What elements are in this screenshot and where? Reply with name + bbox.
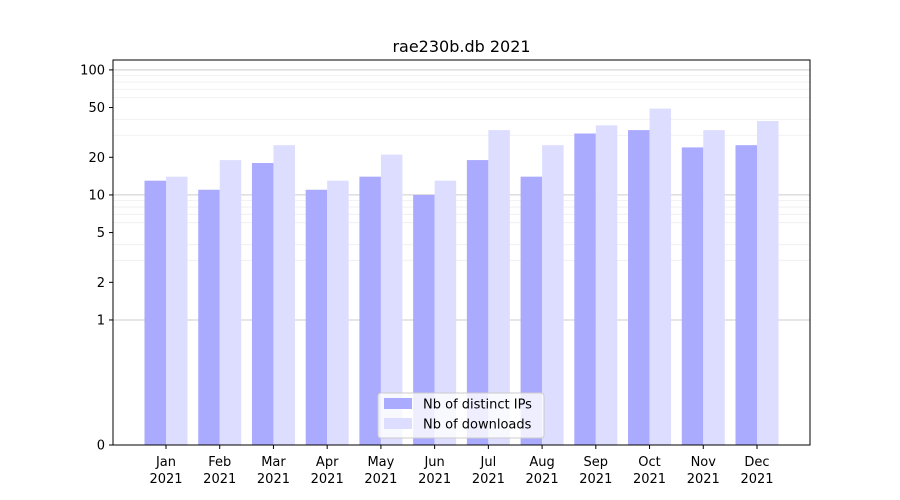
x-tick-label-year: 2021 [687, 472, 720, 487]
bar-distinct-ips [628, 130, 650, 445]
bar-downloads [703, 130, 725, 445]
x-tick-label: Feb [208, 455, 231, 470]
bar-distinct-ips [574, 133, 596, 445]
bar-downloads [166, 176, 188, 445]
legend: Nb of distinct IPs Nb of downloads [377, 392, 545, 439]
bar-downloads [757, 121, 779, 446]
x-tick-label-year: 2021 [633, 472, 666, 487]
bars [144, 108, 779, 446]
y-tick-label: 2 [97, 276, 105, 291]
legend-swatch [384, 418, 412, 429]
axis-ticks: 0 1 2 5 10 20 50 100 Jan 2021 Feb 2021 Mar 2021 Apr 202… [80, 63, 773, 487]
bar-distinct-ips [251, 163, 274, 445]
bar-distinct-ips [198, 189, 220, 445]
bar-distinct-ips [359, 176, 381, 445]
x-tick-label-year: 2021 [472, 472, 505, 487]
bar-distinct-ips [735, 145, 757, 445]
bar-downloads [595, 125, 618, 445]
bar-distinct-ips [466, 160, 489, 445]
x-tick-label: Jan [155, 455, 176, 470]
bar-downloads [219, 160, 242, 445]
x-tick-label-year: 2021 [526, 472, 559, 487]
x-tick-label: Nov [691, 455, 717, 470]
x-tick-label-year: 2021 [311, 472, 344, 487]
bar-distinct-ips [305, 189, 328, 445]
plot-frame [112, 59, 811, 446]
x-tick-label: Apr [316, 455, 339, 470]
legend-label: Nb of distinct IPs [423, 398, 532, 413]
bar-distinct-ips [681, 147, 704, 446]
bar-downloads [542, 145, 564, 445]
y-tick-label: 50 [88, 101, 105, 116]
bar-downloads [488, 130, 510, 445]
bar-downloads [434, 180, 457, 445]
x-tick-label: Jul [480, 455, 497, 470]
x-tick-label-year: 2021 [579, 472, 612, 487]
bar-distinct-ips [413, 194, 435, 445]
y-tick-label: 100 [80, 63, 105, 78]
x-tick-label-year: 2021 [203, 472, 236, 487]
y-tick-label: 5 [97, 226, 105, 241]
bar-downloads [380, 154, 403, 446]
x-tick-label: Jun [423, 455, 444, 470]
x-tick-label-year: 2021 [418, 472, 451, 487]
bar-downloads [327, 180, 349, 445]
bar-distinct-ips [144, 180, 166, 445]
chart-title: rae230b.db 2021 [392, 37, 530, 56]
bar-downloads [649, 108, 672, 445]
y-tick-label: 20 [88, 151, 105, 166]
x-tick-label: Mar [261, 455, 286, 470]
bar-downloads [273, 145, 295, 445]
x-tick-label: May [367, 455, 394, 470]
x-tick-label-year: 2021 [364, 472, 397, 487]
y-tick-label: 10 [88, 188, 105, 203]
legend-label: Nb of downloads [423, 418, 532, 433]
legend-box [377, 392, 545, 439]
y-tick-label: 1 [97, 313, 105, 328]
y-tick-label: 0 [97, 439, 105, 454]
x-tick-label: Aug [529, 455, 554, 470]
legend-swatch [384, 398, 412, 409]
x-tick-label: Sep [584, 455, 609, 470]
x-tick-label: Dec [744, 455, 769, 470]
bar-distinct-ips [520, 176, 543, 445]
x-tick-label-year: 2021 [257, 472, 290, 487]
x-tick-label-year: 2021 [740, 472, 773, 487]
x-tick-label-year: 2021 [149, 472, 182, 487]
x-tick-label: Oct [638, 455, 660, 470]
